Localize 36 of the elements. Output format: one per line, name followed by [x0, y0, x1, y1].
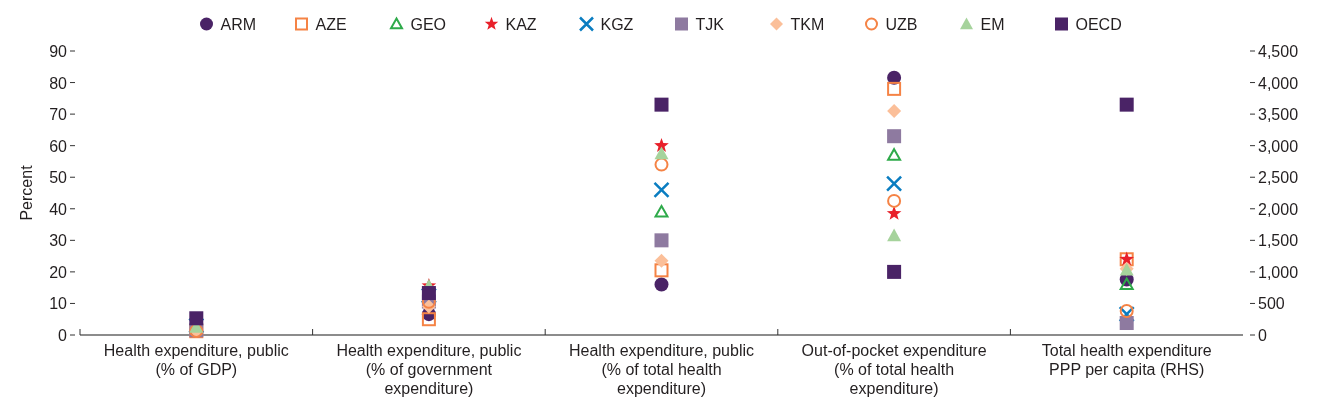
legend-label: TJK: [695, 16, 725, 33]
x-tick-label: Out-of-pocket expenditure (% of total health expenditure): [801, 342, 987, 397]
x-tick-label: Health expenditure, public (% of total health expenditure): [568, 342, 755, 397]
y-tick-label: 0: [58, 327, 68, 344]
y-tick-label: 60: [49, 137, 68, 155]
y2-tick-label: 2,000: [1258, 200, 1299, 218]
legend-label: OECD: [1075, 16, 1122, 33]
legend-label: ARM: [220, 16, 257, 33]
legend-label: AZE: [315, 16, 347, 33]
y2-tick-label: 1,500: [1258, 232, 1299, 250]
y-tick-label: 40: [49, 200, 68, 218]
legend-label: KGZ: [600, 16, 634, 33]
y-tick-label: 70: [49, 106, 68, 124]
legend-label: EM: [980, 16, 1005, 33]
y-tick-label: 50: [49, 169, 68, 187]
y2-tick-label: 0: [1258, 327, 1267, 344]
legend-label: TKM: [790, 16, 825, 33]
y2-tick-label: 4,000: [1258, 74, 1299, 92]
y2-tick-label: 4,500: [1258, 43, 1299, 60]
y-tick-label: 10: [49, 295, 68, 313]
y-tick-label: 20: [49, 263, 68, 281]
y-tick-label: 90: [49, 43, 68, 60]
y2-tick-label: 3,000: [1258, 137, 1299, 155]
x-tick-label: Total health expenditure PPP per capita (RHS): [1041, 342, 1212, 378]
legend-label: GEO: [410, 16, 447, 33]
legend-label: UZB: [885, 16, 918, 33]
y2-tick-label: 3,500: [1258, 106, 1299, 124]
x-tick-label: Health expenditure, public (% of government expenditure): [336, 342, 522, 397]
y-axis-title: Percent: [18, 164, 35, 221]
y-tick-label: 80: [49, 74, 68, 92]
y2-tick-label: 1,000: [1258, 263, 1299, 281]
y-tick-label: 30: [49, 232, 68, 250]
x-tick-label: Health expenditure, public (% of GDP): [103, 342, 289, 378]
y2-tick-label: 500: [1258, 295, 1285, 313]
y2-tick-label: 2,500: [1258, 169, 1299, 187]
legend-label: KAZ: [505, 16, 537, 33]
